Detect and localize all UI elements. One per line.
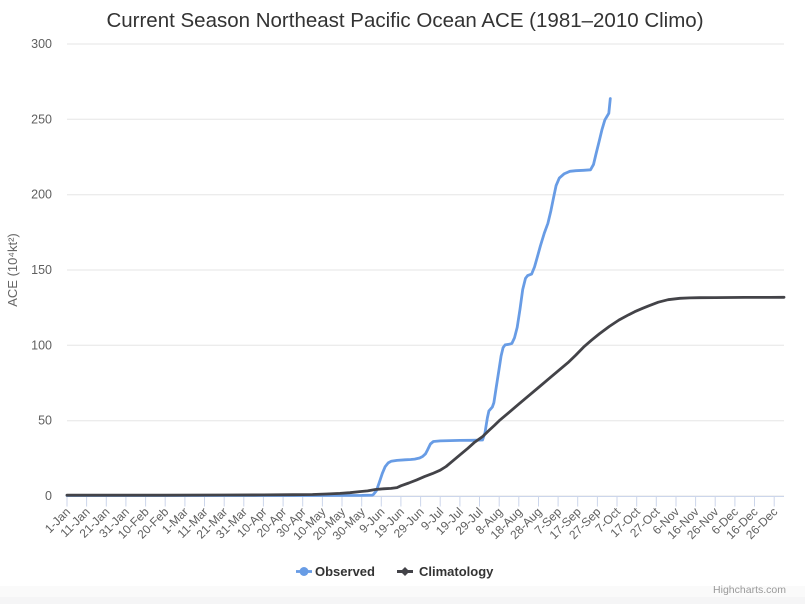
svg-text:Climatology: Climatology [419,564,494,579]
svg-text:150: 150 [31,263,52,277]
svg-text:300: 300 [31,37,52,51]
svg-text:Current Season Northeast Pacif: Current Season Northeast Pacific Ocean A… [106,9,703,32]
svg-text:100: 100 [31,338,52,352]
svg-text:Observed: Observed [315,564,375,579]
svg-text:250: 250 [31,112,52,126]
svg-text:50: 50 [38,414,52,428]
svg-text:ACE (10⁴kt²): ACE (10⁴kt²) [5,233,20,307]
svg-text:Highcharts.com: Highcharts.com [713,584,786,596]
svg-text:200: 200 [31,188,52,202]
svg-text:0: 0 [45,489,52,503]
